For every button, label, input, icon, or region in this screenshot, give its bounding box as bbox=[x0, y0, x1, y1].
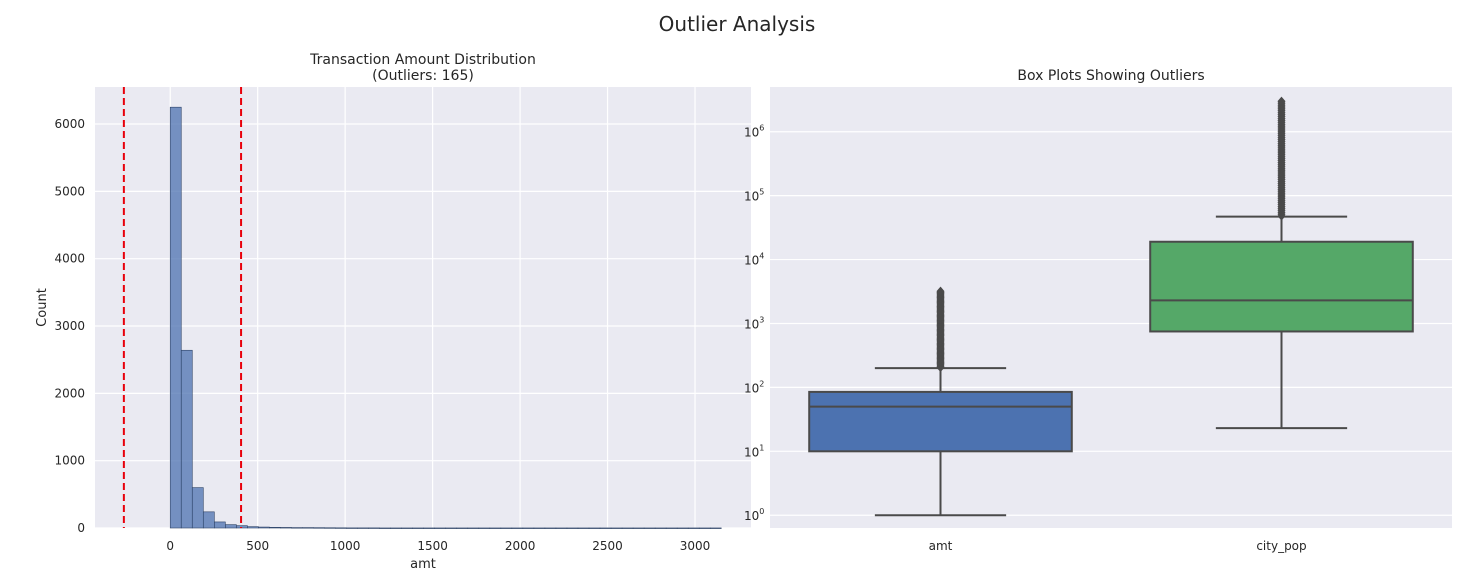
histogram-bars bbox=[169, 106, 722, 529]
histogram-xtick-label: 0 bbox=[166, 539, 174, 553]
histogram-bar bbox=[621, 527, 634, 529]
box-outlier-point bbox=[1277, 96, 1286, 106]
boxplot-ytick-label: 105 bbox=[744, 188, 764, 204]
histogram-bar bbox=[676, 527, 689, 529]
histogram-bar bbox=[335, 527, 347, 529]
histogram-bar bbox=[202, 511, 215, 529]
histogram-bar bbox=[191, 487, 204, 529]
figure-title: Outlier Analysis bbox=[658, 12, 816, 36]
histogram-xtick-label: 2000 bbox=[505, 539, 536, 553]
histogram-ytick-label: 6000 bbox=[54, 117, 85, 131]
histogram-bar bbox=[434, 527, 447, 529]
histogram-title: Transaction Amount Distribution bbox=[309, 52, 536, 68]
histogram-bar bbox=[566, 527, 579, 529]
boxplot-panel: 100 101 102 103 104 105 106 amt city_pop Box Plo… bbox=[744, 68, 1452, 553]
histogram-bar bbox=[401, 527, 413, 529]
histogram-bar bbox=[687, 527, 700, 529]
histogram-bar bbox=[214, 521, 226, 529]
histogram-bar bbox=[225, 524, 237, 529]
histogram-subtitle: (Outliers: 165) bbox=[372, 68, 474, 84]
histogram-bar bbox=[489, 527, 502, 529]
histogram-bar bbox=[599, 527, 612, 529]
histogram-ytick-label: 2000 bbox=[54, 386, 85, 400]
histogram-panel: 0 500 1000 1500 2000 2500 3000 0 1000 2000 3000 400… bbox=[35, 52, 751, 572]
histogram-bar bbox=[555, 527, 568, 529]
histogram-bar bbox=[588, 527, 601, 529]
boxplot-ytick-label: 101 bbox=[744, 443, 764, 459]
histogram-bar bbox=[302, 527, 314, 529]
histogram-bar bbox=[445, 527, 458, 529]
histogram-xtick-label: 3000 bbox=[680, 539, 711, 553]
histogram-bar bbox=[533, 527, 546, 529]
histogram-bar bbox=[643, 527, 656, 529]
histogram-bar bbox=[390, 527, 402, 529]
histogram-plot-area bbox=[95, 87, 751, 528]
box-outlier-point bbox=[936, 286, 945, 296]
boxplot-ticks: 100 101 102 103 104 105 106 amt city_pop bbox=[744, 124, 1307, 553]
histogram-xlabel: amt bbox=[410, 557, 436, 572]
histogram-bar bbox=[280, 527, 292, 529]
histogram-bar bbox=[313, 527, 325, 529]
histogram-bar bbox=[258, 526, 270, 529]
histogram-bar bbox=[511, 527, 524, 529]
boxplot-xtick-label: city_pop bbox=[1256, 539, 1306, 553]
histogram-bar bbox=[247, 526, 259, 529]
histogram-bar bbox=[665, 527, 678, 529]
histogram-bar bbox=[324, 527, 336, 529]
boxplot-title: Box Plots Showing Outliers bbox=[1017, 68, 1204, 84]
histogram-ytick-label: 5000 bbox=[54, 184, 85, 198]
histogram-bar bbox=[632, 527, 645, 529]
histogram-bar bbox=[423, 527, 436, 529]
histogram-bar bbox=[169, 106, 182, 529]
boxplot-ytick-label: 100 bbox=[744, 507, 764, 523]
histogram-bar bbox=[478, 527, 491, 529]
histogram-bar bbox=[654, 527, 667, 529]
histogram-bar bbox=[346, 527, 358, 529]
histogram-ticks: 0 500 1000 1500 2000 2500 3000 0 1000 2000 3000 400… bbox=[54, 117, 710, 553]
boxplot-ytick-label: 106 bbox=[744, 124, 764, 140]
histogram-bar bbox=[610, 527, 623, 529]
histogram-bar bbox=[291, 527, 303, 529]
histogram-xtick-label: 500 bbox=[246, 539, 269, 553]
histogram-bar bbox=[412, 527, 424, 529]
boxplot-ytick-label: 103 bbox=[744, 315, 764, 331]
histogram-bar bbox=[522, 527, 535, 529]
histogram-ytick-label: 1000 bbox=[54, 454, 85, 468]
histogram-bar bbox=[180, 349, 193, 529]
histogram-bar bbox=[544, 527, 557, 529]
boxplot-ytick-label: 102 bbox=[744, 379, 764, 395]
histogram-ytick-label: 3000 bbox=[54, 319, 85, 333]
histogram-bar bbox=[709, 527, 722, 529]
histogram-bar bbox=[269, 527, 281, 529]
boxplot-xtick-label: amt bbox=[929, 539, 953, 553]
histogram-bar bbox=[379, 527, 391, 529]
boxplot-ytick-label: 104 bbox=[744, 252, 764, 268]
histogram-bar bbox=[357, 527, 369, 529]
histogram-bar bbox=[467, 527, 480, 529]
box-amt bbox=[808, 390, 1073, 453]
histogram-bar bbox=[368, 527, 380, 529]
histogram-ytick-label: 4000 bbox=[54, 252, 85, 266]
histogram-ylabel: Count bbox=[35, 288, 50, 327]
histogram-xtick-label: 1500 bbox=[417, 539, 448, 553]
histogram-xtick-label: 2500 bbox=[592, 539, 623, 553]
boxplot-boxes bbox=[808, 96, 1414, 517]
histogram-xtick-label: 1000 bbox=[330, 539, 361, 553]
threshold-lines bbox=[122, 87, 243, 528]
histogram-bar bbox=[456, 527, 469, 529]
histogram-bar bbox=[577, 527, 590, 529]
histogram-bar bbox=[500, 527, 513, 529]
box-city_pop bbox=[1149, 240, 1414, 333]
histogram-bar bbox=[698, 527, 711, 529]
histogram-ytick-label: 0 bbox=[77, 521, 85, 535]
